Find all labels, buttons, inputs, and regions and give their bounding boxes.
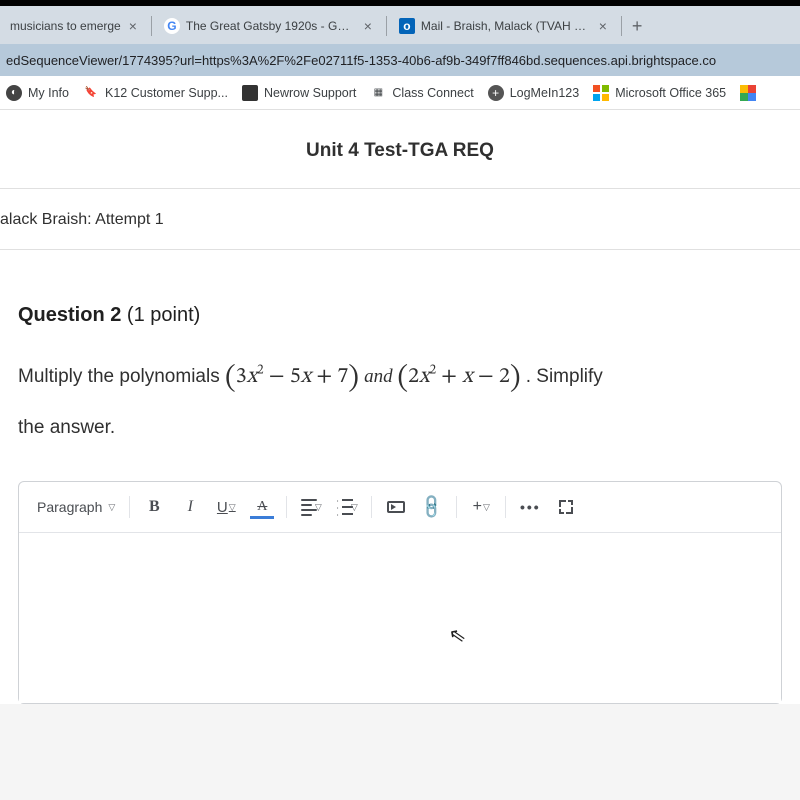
prompt-line2: the answer. [18,417,115,438]
bookmark-label: Microsoft Office 365 [615,86,726,100]
question-heading: Question 2 (1 point) [18,304,782,327]
bookmark-myinfo[interactable]: ◐ My Info [6,85,69,101]
coef-a: 3 [236,366,247,388]
new-tab-button[interactable]: + [624,16,651,37]
underline-button[interactable]: U ▽ [210,492,242,522]
page-title: Unit 4 Test-TGA REQ [0,110,800,189]
coef-c: 7 [337,366,348,388]
bookmark-newrow[interactable]: Newrow Support [242,85,356,101]
coef-a2: 2 [408,366,419,388]
app-grid-icon [740,85,756,101]
question-block: Question 2 (1 point) Multiply the polyno… [0,250,800,457]
close-icon[interactable]: × [597,18,609,34]
coef-b: 5 [290,366,301,388]
list-button[interactable]: ▽ [331,492,363,522]
question-points: (1 point) [121,304,200,326]
paragraph-select[interactable]: Paragraph ▽ [31,495,121,519]
and-word: and [364,366,397,387]
link-button[interactable]: 🔗 [410,485,454,529]
plus-circle-icon: + [488,85,504,101]
address-bar[interactable]: edSequenceViewer/1774395?url=https%3A%2F… [0,44,800,76]
page-content: Unit 4 Test-TGA REQ alack Braish: Attemp… [0,110,800,704]
prompt-lead: Multiply the polynomials [18,366,225,387]
attempt-info: alack Braish: Attempt 1 [0,189,800,250]
bookmark-label: Class Connect [392,86,473,100]
question-label: Question 2 [18,304,121,326]
font-color-label: A [257,499,267,515]
toolbar-divider [505,496,506,518]
close-icon[interactable]: × [127,18,139,34]
toolbar-divider [456,496,457,518]
polynomial-2: (2x2 + x − 2) [397,366,525,388]
tab-gatsby[interactable]: G The Great Gatsby 1920s - Google × [154,12,384,40]
bookmark-k12[interactable]: 🔖 K12 Customer Supp... [83,85,228,101]
tab-title: musicians to emerge [10,19,121,33]
more-button[interactable]: ••• [514,492,546,522]
question-body: Multiply the polynomials (3x2 − 5x + 7) … [18,349,782,447]
prompt-tail: . Simplify [526,366,603,387]
coef-c2: 2 [499,366,510,388]
microsoft-icon [593,85,609,101]
bold-button[interactable]: B [138,492,170,522]
bookmark-classconnect[interactable]: ▦ Class Connect [370,85,473,101]
tab-title: The Great Gatsby 1920s - Google [186,19,356,33]
bookmark-label: K12 Customer Supp... [105,86,228,100]
editor-textarea[interactable]: ⇖ [19,533,781,703]
bookmark-more[interactable] [740,85,756,101]
underline-label: U [217,499,228,516]
mouse-cursor-icon: ⇖ [447,622,468,650]
bookmark-label: My Info [28,86,69,100]
bookmarks-bar: ◐ My Info 🔖 K12 Customer Supp... Newrow … [0,76,800,110]
chevron-down-icon: ▽ [315,502,322,513]
polynomial-1: (3x2 − 5x + 7) [225,366,364,388]
tab-divider [621,16,622,36]
chevron-down-icon: ▽ [351,502,358,513]
browser-tab-strip: musicians to emerge × G The Great Gatsby… [0,6,800,44]
chevron-down-icon: ▽ [108,502,115,513]
bookmark-label: Newrow Support [264,86,356,100]
close-icon[interactable]: × [362,18,374,34]
chevron-down-icon: ▽ [229,502,236,513]
rich-text-editor: Paragraph ▽ B I U ▽ A ▽ [18,481,782,704]
tag-icon: 🔖 [83,85,99,101]
chevron-down-icon: ▽ [483,502,490,513]
tab-musicians[interactable]: musicians to emerge × [0,12,149,40]
fullscreen-button[interactable] [550,492,582,522]
url-text: edSequenceViewer/1774395?url=https%3A%2F… [6,53,716,68]
connect-icon: ▦ [370,85,386,101]
tab-divider [386,16,387,36]
bookmark-ms365[interactable]: Microsoft Office 365 [593,85,726,101]
align-button[interactable]: ▽ [295,492,327,522]
fullscreen-icon [559,500,573,514]
plus-label: + [473,498,482,516]
outlook-favicon-icon: o [399,18,415,34]
editor-toolbar: Paragraph ▽ B I U ▽ A ▽ [19,482,781,533]
toolbar-divider [129,496,130,518]
bookmark-label: LogMeIn123 [510,86,580,100]
paragraph-label: Paragraph [37,499,102,515]
tab-mail[interactable]: o Mail - Braish, Malack (TVAH Stud × [389,12,619,40]
media-button[interactable] [380,492,412,522]
square-icon [242,85,258,101]
tab-title: Mail - Braish, Malack (TVAH Stud [421,19,591,33]
toolbar-divider [286,496,287,518]
insert-button[interactable]: + ▽ [465,492,497,522]
bookmark-logmein[interactable]: + LogMeIn123 [488,85,580,101]
globe-icon: ◐ [6,85,22,101]
tab-divider [151,16,152,36]
italic-button[interactable]: I [174,492,206,522]
toolbar-divider [371,496,372,518]
google-favicon-icon: G [164,18,180,34]
font-color-button[interactable]: A [246,492,278,522]
media-icon [387,501,405,513]
